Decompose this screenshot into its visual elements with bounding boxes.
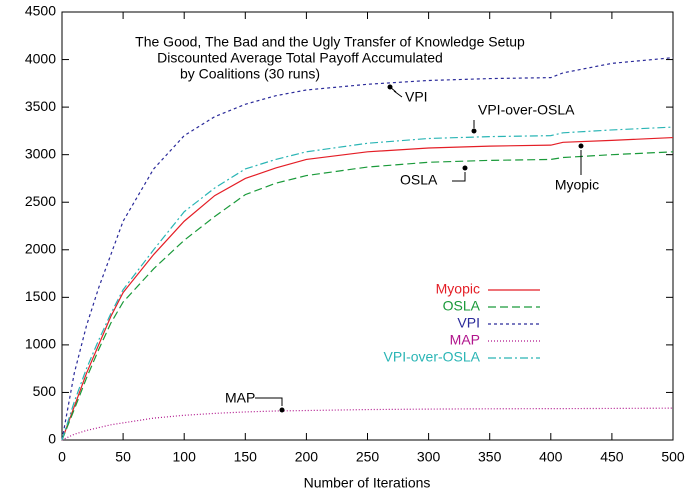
y-tick-label: 4500	[25, 3, 56, 19]
annotation-arrowhead	[578, 143, 584, 149]
y-tick-label: 2500	[25, 193, 56, 209]
legend-label: VPI-over-OSLA	[384, 349, 481, 365]
y-tick-label: 1000	[25, 336, 56, 352]
x-tick-label: 50	[115, 449, 131, 465]
annotation: Myopic	[555, 177, 599, 193]
y-tick-label: 2000	[25, 240, 56, 256]
chart-title: by Coalitions (30 runs)	[180, 66, 320, 82]
line-series	[61, 407, 674, 441]
annotation: VPI	[405, 89, 428, 105]
annotation-arrowhead	[462, 165, 468, 171]
x-tick-label: 400	[539, 449, 563, 465]
annotation-arrow	[452, 172, 466, 182]
annotation-arrow	[255, 397, 283, 406]
y-tick-label: 4000	[25, 50, 56, 66]
legend-label: OSLA	[443, 298, 481, 314]
legend-label: Myopic	[436, 281, 480, 297]
y-tick-label: 0	[48, 431, 56, 447]
x-tick-label: 200	[295, 449, 319, 465]
line-series	[61, 57, 674, 441]
annotation-arrowhead	[387, 84, 393, 90]
plot-frame	[61, 11, 674, 441]
y-tick-label: 3500	[25, 98, 56, 114]
y-tick-label: 1500	[25, 288, 56, 304]
x-tick-label: 300	[417, 449, 441, 465]
x-tick-label: 350	[478, 449, 502, 465]
annotation: MAP	[225, 390, 255, 406]
line-series	[61, 126, 674, 441]
legend-label: MAP	[450, 332, 480, 348]
chart-title: Discounted Average Total Payoff Accumula…	[157, 50, 443, 66]
annotation: OSLA	[400, 172, 438, 188]
x-tick-label: 100	[173, 449, 197, 465]
y-tick-label: 3000	[25, 145, 56, 161]
legend-label: VPI	[457, 315, 480, 331]
chart-title: The Good, The Bad and the Ugly Transfer …	[135, 34, 525, 50]
annotation-arrowhead	[279, 407, 285, 413]
x-axis-label: Number of Iterations	[304, 475, 431, 491]
x-tick-label: 150	[234, 449, 258, 465]
line-series	[61, 151, 674, 441]
annotation: VPI-over-OSLA	[478, 102, 575, 118]
line-series	[61, 136, 674, 441]
x-tick-label: 500	[661, 449, 685, 465]
x-tick-label: 450	[600, 449, 624, 465]
x-tick-label: 250	[356, 449, 380, 465]
x-tick-label: 0	[58, 449, 66, 465]
annotation-arrowhead	[471, 128, 477, 134]
y-tick-label: 500	[33, 383, 57, 399]
